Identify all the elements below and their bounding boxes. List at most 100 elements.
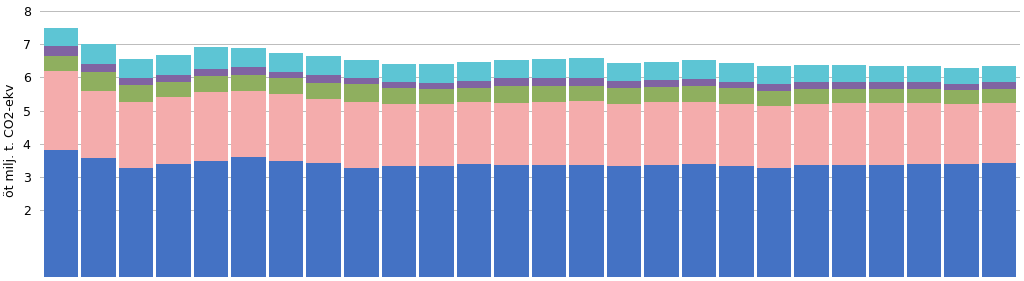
Bar [269,72,303,78]
Bar [982,163,1017,277]
Bar [194,76,228,92]
Bar [719,63,754,82]
Bar [231,67,266,75]
Bar [531,86,566,102]
Bar [682,60,716,79]
Bar [944,90,979,104]
Bar [757,84,792,90]
Bar [81,158,116,277]
Bar [569,78,604,86]
Bar [606,104,641,166]
Bar [344,84,379,102]
Bar [795,82,828,89]
Bar [306,163,341,277]
Bar [419,64,454,83]
Bar [81,44,116,64]
Bar [306,83,341,99]
Bar [719,82,754,88]
Bar [644,62,679,80]
Bar [157,97,190,164]
Bar [682,102,716,164]
Bar [231,91,266,157]
Bar [495,166,528,277]
Bar [44,151,79,277]
Bar [606,63,641,81]
Bar [457,164,492,277]
Bar [157,55,190,75]
Bar [944,164,979,277]
Bar [382,166,416,277]
Bar [495,103,528,166]
Bar [606,88,641,104]
Bar [757,106,792,168]
Bar [419,166,454,277]
Bar [869,103,904,166]
Bar [569,58,604,78]
Bar [907,164,941,277]
Bar [119,168,154,277]
Bar [457,62,492,81]
Bar [194,162,228,277]
Bar [344,60,379,78]
Bar [495,86,528,103]
Bar [269,94,303,162]
Bar [382,88,416,104]
Bar [44,28,79,46]
Bar [831,82,866,89]
Bar [869,82,904,89]
Y-axis label: öt milj. t. CO2-ekv: öt milj. t. CO2-ekv [4,84,17,197]
Bar [119,78,154,85]
Bar [795,166,828,277]
Bar [569,86,604,101]
Bar [869,166,904,277]
Bar [831,165,866,277]
Bar [719,166,754,277]
Bar [119,59,154,78]
Bar [194,69,228,76]
Bar [869,66,904,82]
Bar [419,83,454,89]
Bar [944,104,979,164]
Bar [831,65,866,82]
Bar [157,75,190,82]
Bar [81,72,116,90]
Bar [269,162,303,277]
Bar [119,85,154,102]
Bar [81,64,116,72]
Bar [457,88,492,102]
Bar [306,56,341,75]
Bar [419,104,454,166]
Bar [569,166,604,277]
Bar [682,79,716,86]
Bar [531,78,566,86]
Bar [719,88,754,104]
Bar [795,89,828,104]
Bar [757,90,792,106]
Bar [194,47,228,69]
Bar [757,168,792,277]
Bar [982,89,1017,103]
Bar [682,164,716,277]
Bar [419,89,454,104]
Bar [495,78,528,86]
Bar [344,78,379,84]
Bar [644,87,679,102]
Bar [44,56,79,71]
Bar [157,164,190,277]
Bar [306,99,341,163]
Bar [306,75,341,83]
Bar [344,168,379,277]
Bar [382,64,416,82]
Bar [944,68,979,84]
Bar [157,82,190,97]
Bar [644,166,679,277]
Bar [907,82,941,89]
Bar [457,81,492,88]
Bar [795,65,828,82]
Bar [495,60,528,78]
Bar [982,103,1017,163]
Bar [269,53,303,72]
Bar [269,78,303,94]
Bar [44,71,79,151]
Bar [869,89,904,103]
